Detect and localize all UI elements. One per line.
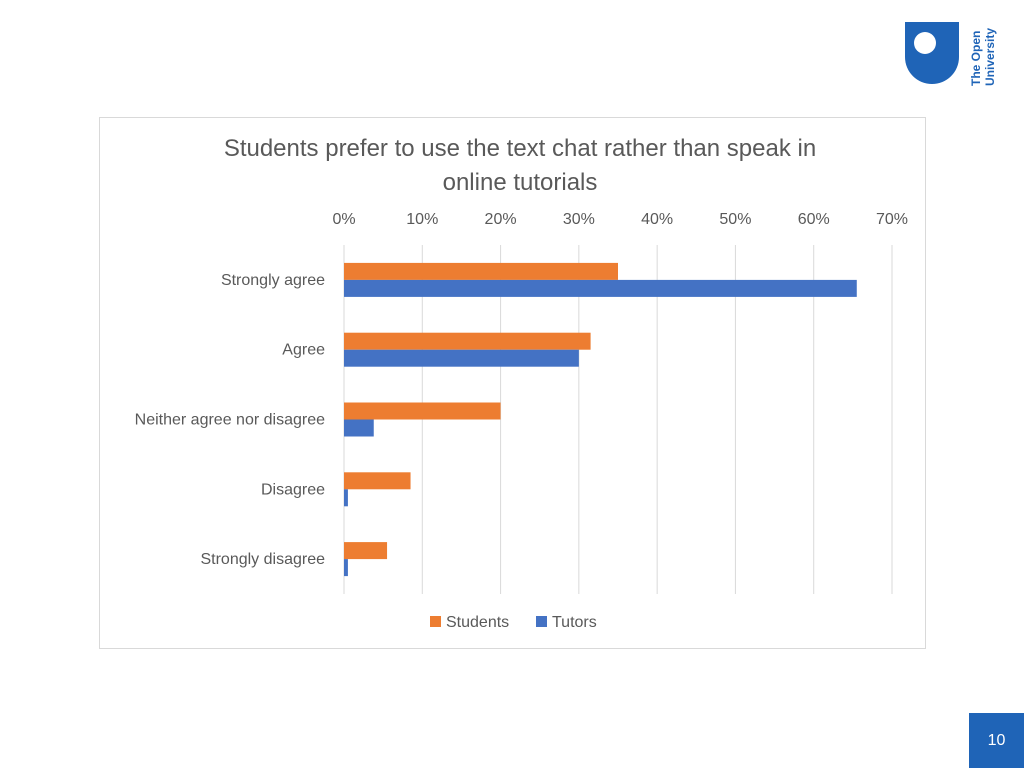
legend-swatch-students [430, 616, 441, 627]
legend-label-students: Students [446, 614, 509, 631]
x-tick-label: 20% [485, 211, 517, 228]
bar-students-0 [344, 262, 618, 280]
x-tick-label: 60% [798, 211, 830, 228]
x-tick-label: 50% [719, 211, 751, 228]
bar-tutors-4 [344, 559, 348, 577]
legend-label-tutors: Tutors [552, 614, 597, 631]
logo-dot-icon [914, 32, 936, 54]
logo-text-line-1: The Open [969, 30, 983, 86]
bar-students-1 [344, 332, 591, 350]
bar-tutors-3 [344, 489, 348, 507]
x-tick-label: 70% [876, 211, 908, 228]
chart-frame: Students prefer to use the text chat rat… [99, 117, 926, 649]
bar-tutors-2 [344, 419, 374, 437]
bar-tutors-0 [344, 279, 857, 297]
bar-students-2 [344, 402, 501, 420]
open-university-logo: The Open University [905, 20, 1005, 90]
category-label: Strongly disagree [200, 551, 325, 568]
category-label: Strongly agree [221, 272, 325, 289]
x-tick-label: 0% [332, 211, 355, 228]
chart-title-line-1: Students prefer to use the text chat rat… [224, 135, 816, 162]
category-label: Disagree [261, 481, 325, 498]
bar-tutors-1 [344, 349, 579, 367]
bar-students-3 [344, 472, 411, 490]
category-label: Agree [282, 342, 325, 359]
x-tick-label: 40% [641, 211, 673, 228]
page-number: 10 [969, 713, 1024, 768]
bar-students-4 [344, 542, 388, 560]
x-tick-label: 30% [563, 211, 595, 228]
category-label: Neither agree nor disagree [135, 412, 325, 429]
logo-shield-icon [905, 22, 959, 84]
legend-swatch-tutors [536, 616, 547, 627]
bar-chart: Students prefer to use the text chat rat… [135, 135, 908, 631]
logo-text-line-2: University [983, 27, 997, 86]
chart-title-line-2: online tutorials [443, 169, 598, 196]
x-tick-label: 10% [406, 211, 438, 228]
logo-wordmark: The Open University [967, 20, 1003, 86]
